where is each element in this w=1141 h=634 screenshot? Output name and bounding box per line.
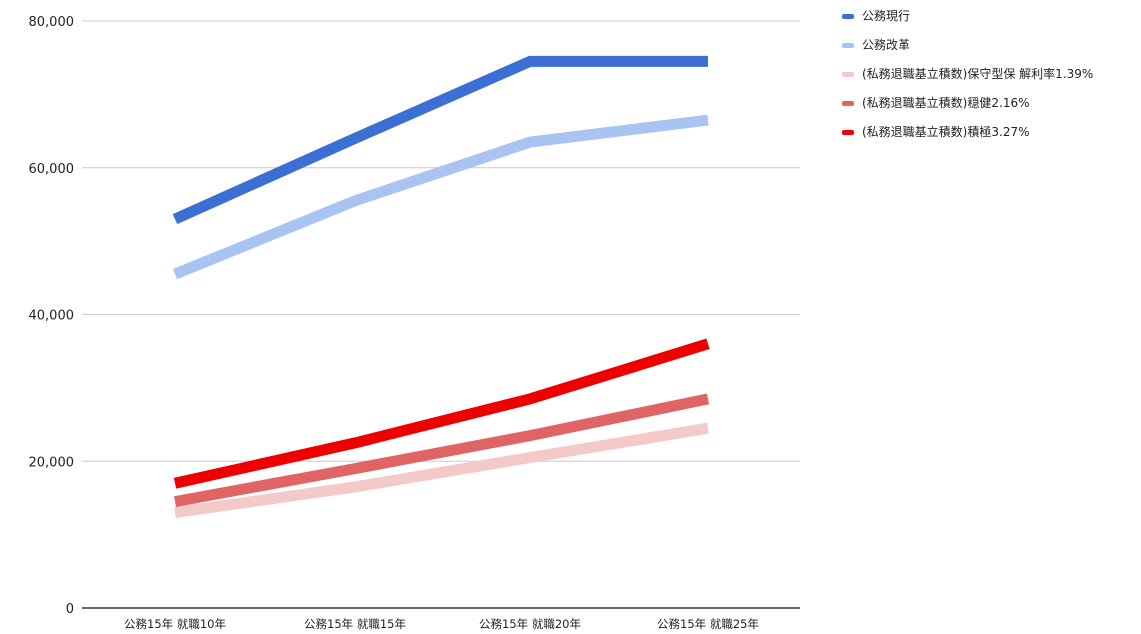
x-tick-label: 公務15年 就職20年	[479, 617, 581, 631]
legend-swatch	[842, 43, 854, 48]
grid-lines	[82, 20, 800, 462]
y-axis-ticks: 0 20,000 40,000 60,000 80,000	[29, 15, 75, 617]
legend-label: (私務退職基立積数)穏健2.16%	[862, 96, 1030, 110]
x-tick-label: 公務15年 就職15年	[304, 617, 406, 631]
y-tick-label: 20,000	[29, 455, 75, 470]
legend-swatch	[842, 130, 854, 135]
x-axis-ticks: 公務15年 就職10年 公務15年 就職15年 公務15年 就職20年 公務15年 就…	[124, 617, 759, 631]
series-line-2	[172, 114, 709, 280]
series-lines	[172, 55, 710, 519]
y-tick-label: 80,000	[29, 15, 75, 30]
legend-item-5: (私務退職基立積数)積極3.27%	[842, 124, 1137, 140]
legend-label: 公務改革	[862, 38, 911, 52]
series-line-4	[174, 393, 710, 508]
legend-item-3: (私務退職基立積数)保守型保 解利率1.39%	[842, 66, 1137, 82]
legend-label: (私務退職基立積数)積極3.27%	[862, 125, 1030, 139]
legend-swatch	[842, 14, 854, 19]
legend-swatch	[842, 101, 854, 106]
legend-item-1: 公務現行	[842, 8, 1137, 24]
series-line-5	[173, 338, 710, 489]
legend: 公務現行公務改革 (私務退職基立積数)保守型保 解利率1.39% (私務退職基立積数…	[842, 8, 1137, 153]
legend-swatch	[842, 72, 854, 77]
y-tick-label: 40,000	[29, 309, 75, 324]
x-tick-label: 公務15年 就職25年	[657, 617, 759, 631]
legend-label: (私務退職基立積数)保守型保 解利率1.39%	[862, 67, 1094, 81]
series-line-1	[172, 55, 708, 225]
legend-item-4: (私務退職基立積数)穏健2.16%	[842, 95, 1137, 111]
legend-label: 公務現行	[862, 9, 911, 23]
x-tick-label: 公務15年 就職10年	[124, 617, 226, 631]
legend-item-2: 公務改革	[842, 37, 1137, 53]
series-line-3	[174, 422, 709, 519]
y-tick-label: 60,000	[29, 162, 75, 177]
y-tick-label: 0	[66, 602, 74, 617]
